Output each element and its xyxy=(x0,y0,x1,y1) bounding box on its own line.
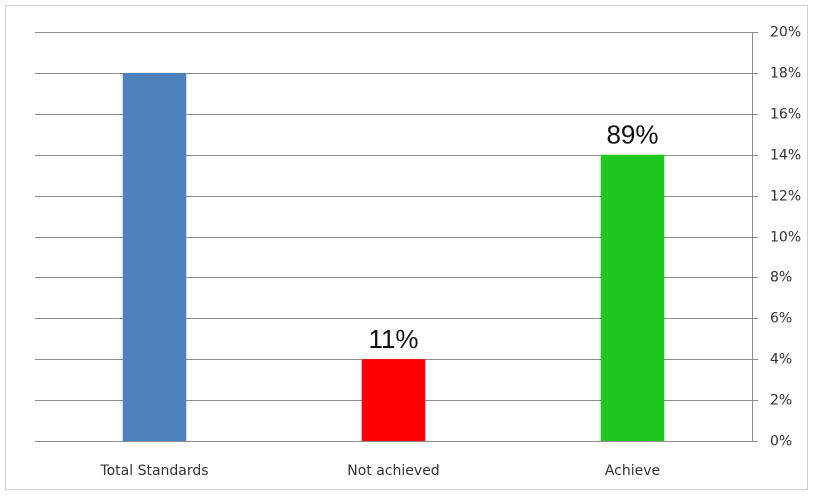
y-tick-label: 12% xyxy=(770,189,801,205)
x-tick-label: Total Standards xyxy=(99,463,208,479)
y-tick-label: 0% xyxy=(770,434,792,450)
y-tick-label: 20% xyxy=(770,25,801,41)
annotation: 89% xyxy=(606,120,658,150)
y-tick-label: 10% xyxy=(770,230,801,246)
y-tick-label: 4% xyxy=(770,352,792,368)
y-tick-label: 16% xyxy=(770,107,801,123)
x-tick-label: Not achieved xyxy=(347,463,439,479)
y-tick-label: 6% xyxy=(770,311,792,327)
y-tick-label: 2% xyxy=(770,393,792,409)
bar xyxy=(122,72,187,442)
bar xyxy=(600,154,665,441)
x-tick-label: Achieve xyxy=(605,463,660,479)
bar xyxy=(361,359,426,441)
y-tick-label: 8% xyxy=(770,270,792,286)
y-tick-label: 14% xyxy=(770,148,801,164)
annotation: 11% xyxy=(368,324,418,354)
y-tick-label: 18% xyxy=(770,66,801,82)
